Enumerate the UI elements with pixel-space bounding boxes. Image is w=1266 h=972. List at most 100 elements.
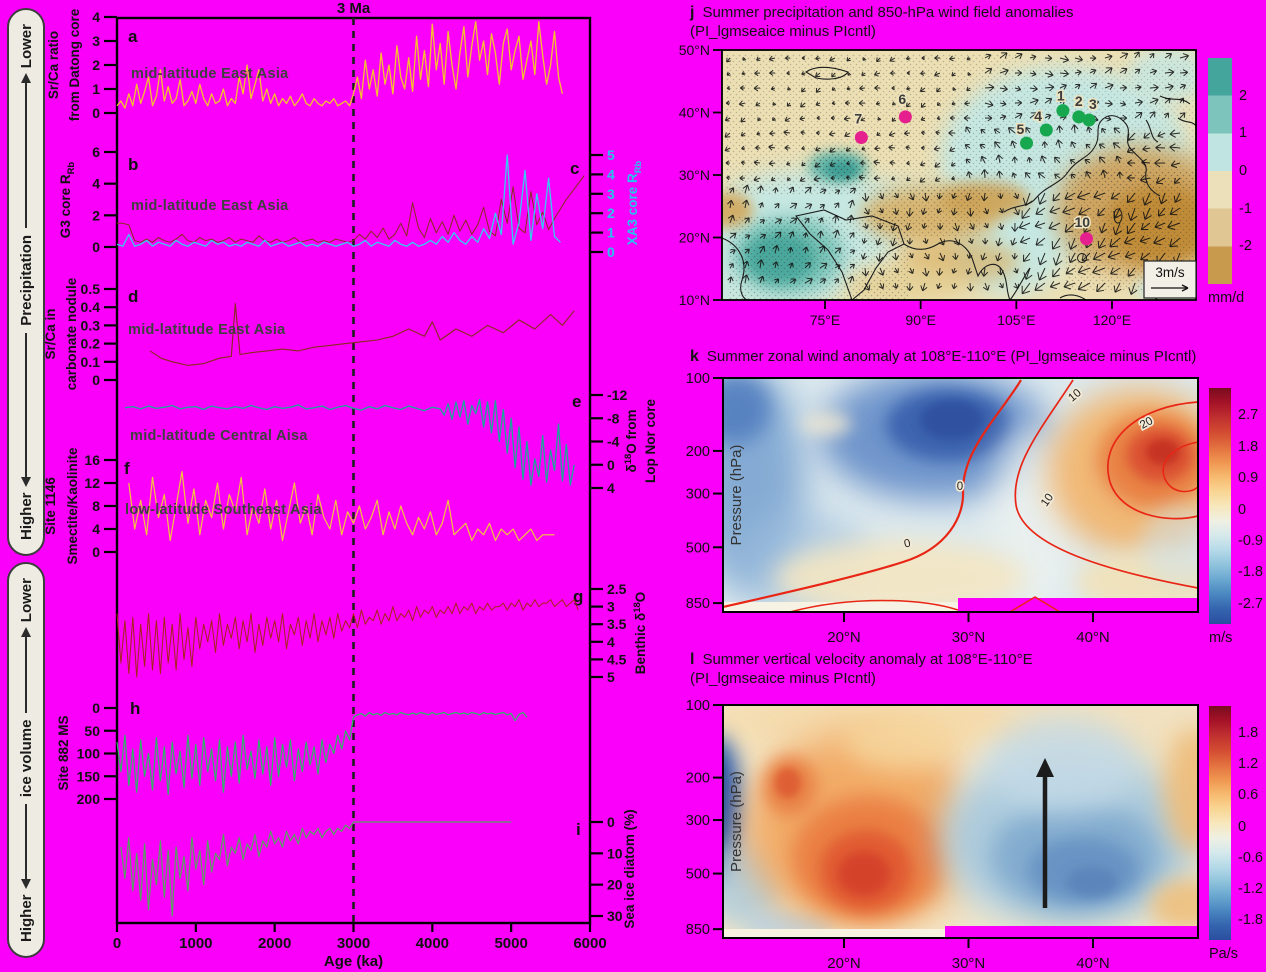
tick-label: 0.2 xyxy=(81,336,101,352)
site-label-6: 6 xyxy=(898,91,906,107)
panel-letter-a: a xyxy=(128,27,138,46)
tick-label: 5 xyxy=(607,669,615,685)
axis-title: XA3 core RRb xyxy=(625,160,644,245)
tick-label: 0 xyxy=(607,244,615,260)
series-f xyxy=(128,470,555,542)
panel-letter-f: f xyxy=(124,459,130,478)
series-d xyxy=(149,303,575,366)
pill-higher-label: Higher xyxy=(17,894,35,942)
pressure-tick-label: 100 xyxy=(686,371,710,387)
tick-label: 0 xyxy=(92,239,100,255)
tick-label: 4 xyxy=(607,166,615,182)
site-label-4: 4 xyxy=(1034,108,1042,124)
arrow-toward-higher-icon xyxy=(25,804,27,888)
panel-l: 100 200 300 500 850 20°N 30°N 40°N Pressure (hPa… xyxy=(686,698,1199,972)
colorbar-zonal-wind: 2.7 1.8 0.9 0 -0.9 -1.8 -2.7 m/s xyxy=(1209,388,1266,658)
panel-j-title-line2: (PI_lgmseaice minus PIcntl) xyxy=(690,23,876,40)
tick-label: 4 xyxy=(92,176,100,192)
age-tick-label: 2000 xyxy=(258,935,291,952)
tick-label: 200 xyxy=(77,791,101,807)
axis-title: Sr/Ca in xyxy=(43,308,58,359)
colorbar-unit-label: m/s xyxy=(1209,630,1233,646)
colorbar-tick-label: 0 xyxy=(1239,163,1248,179)
colorbar-tick-label: 1 xyxy=(1239,125,1248,142)
region-label-f: low-latitude Southeast Asia xyxy=(125,502,323,518)
panel-i: 0 10 20 30 Sea ice diatom (%) i xyxy=(120,809,637,929)
colorbar-precipitation: 2 1 0 -1 -2 mm/d xyxy=(1208,58,1266,318)
pressure-tick-label: 100 xyxy=(686,698,710,714)
lon-tick-label: 75°E xyxy=(810,312,841,328)
tick-label: 2 xyxy=(607,205,615,221)
upward-velocity-arrow xyxy=(1036,758,1054,908)
tick-label: 2 xyxy=(92,57,100,73)
tick-label: 3 xyxy=(92,33,100,49)
colorbar-tick-label: -0.6 xyxy=(1238,849,1263,866)
tick-label: 2.5 xyxy=(607,581,627,597)
site-label-7: 7 xyxy=(854,111,862,127)
arrow-toward-lower-icon xyxy=(25,75,27,228)
series-i xyxy=(120,821,512,917)
panel-letter-h: h xyxy=(130,699,140,718)
precipitation-map: 1 2 3 45 6 7 10 50°N 40°N 30°N 20°N 10°N 75°E 90°E 105… xyxy=(679,42,1197,328)
tick-label: 8 xyxy=(92,498,100,514)
colorbar-vertical-velocity: 1.8 1.2 0.6 0 -0.6 -1.2 -1.8 Pa/s xyxy=(1209,706,1266,972)
colorbar-tick-label: -1.8 xyxy=(1238,912,1263,929)
colorbar-tick-label: 2 xyxy=(1239,87,1248,104)
site-label-10: 10 xyxy=(1074,214,1090,230)
lon-tick-label: 105°E xyxy=(997,312,1035,328)
map-sites: 1 2 3 45 6 7 10 xyxy=(853,86,1099,246)
lon-tick-label: 120°E xyxy=(1093,312,1131,328)
panel-k-title: k Summer zonal wind anomaly at 108°E-110°… xyxy=(690,347,1266,366)
precipitation-direction-pill: Higher Precipitation Lower xyxy=(7,8,45,556)
tick-label: 1 xyxy=(92,81,100,97)
tick-label: 20 xyxy=(607,877,623,893)
tick-label: 0.4 xyxy=(81,299,101,315)
colorbar-tick-label: 0 xyxy=(1238,818,1247,835)
lat-tick-label: 20°N xyxy=(679,230,710,246)
colorbar-tick-label: 0.9 xyxy=(1238,470,1259,487)
pressure-axis-title: Pressure (hPa) xyxy=(728,445,745,546)
series-g xyxy=(116,599,579,678)
pill-lower-label: Lower xyxy=(17,578,35,623)
tick-label: 0 xyxy=(92,544,100,560)
site-dot-1 xyxy=(1056,104,1070,118)
panel-letter-g: g xyxy=(573,587,583,606)
panel-g: 2.5 33.5 44.5 5 Benthic δ18O g xyxy=(116,581,648,685)
tick-label: 0.1 xyxy=(81,354,101,370)
axis-title: carbonate nodule xyxy=(64,277,79,390)
colorbar-tick-label: 1.2 xyxy=(1238,756,1259,773)
axis-title: Sea ice diatom (%) xyxy=(622,809,637,928)
contour-label: 0 xyxy=(957,481,963,493)
colorbar-gradient xyxy=(1208,58,1232,284)
panel-letter-e: e xyxy=(572,392,581,411)
panel-letter-i: i xyxy=(576,820,581,839)
wind-scale-box: 3m/s xyxy=(1143,260,1197,299)
site-dot-3 xyxy=(1082,113,1096,127)
age-tick-label: 1000 xyxy=(179,935,212,952)
pressure-tick-label: 850 xyxy=(686,922,710,938)
colorbar-tick-label: 2.7 xyxy=(1238,407,1259,424)
series-e xyxy=(124,398,575,486)
panel-letter-k: k xyxy=(690,348,699,365)
panel-letter-d: d xyxy=(128,287,138,306)
wind-scale-label: 3m/s xyxy=(1155,265,1185,280)
site-label-5: 5 xyxy=(1017,121,1025,137)
age-tick-label: 3000 xyxy=(337,935,370,952)
tick-label: 150 xyxy=(77,768,101,784)
lat-tick-label: 40°N xyxy=(679,105,710,121)
colorbar-tick-label: -2 xyxy=(1239,238,1252,255)
tick-label: 0.5 xyxy=(81,281,101,297)
axis-title: Benthic δ18O xyxy=(632,592,648,674)
colorbar-tick-label: -2.7 xyxy=(1238,595,1263,612)
panel-c: 0 1 2 3 4 5 XA3 core RRb c xyxy=(116,147,644,260)
site-dot-10 xyxy=(1079,232,1093,246)
site-label-3: 3 xyxy=(1089,96,1097,112)
tick-label: 100 xyxy=(77,746,101,762)
tick-label: 12 xyxy=(84,475,100,491)
colorbar-tick-label: 0.6 xyxy=(1238,787,1259,804)
tick-label: 1 xyxy=(607,225,615,241)
colorbar-tick-label: 0 xyxy=(1238,501,1247,518)
